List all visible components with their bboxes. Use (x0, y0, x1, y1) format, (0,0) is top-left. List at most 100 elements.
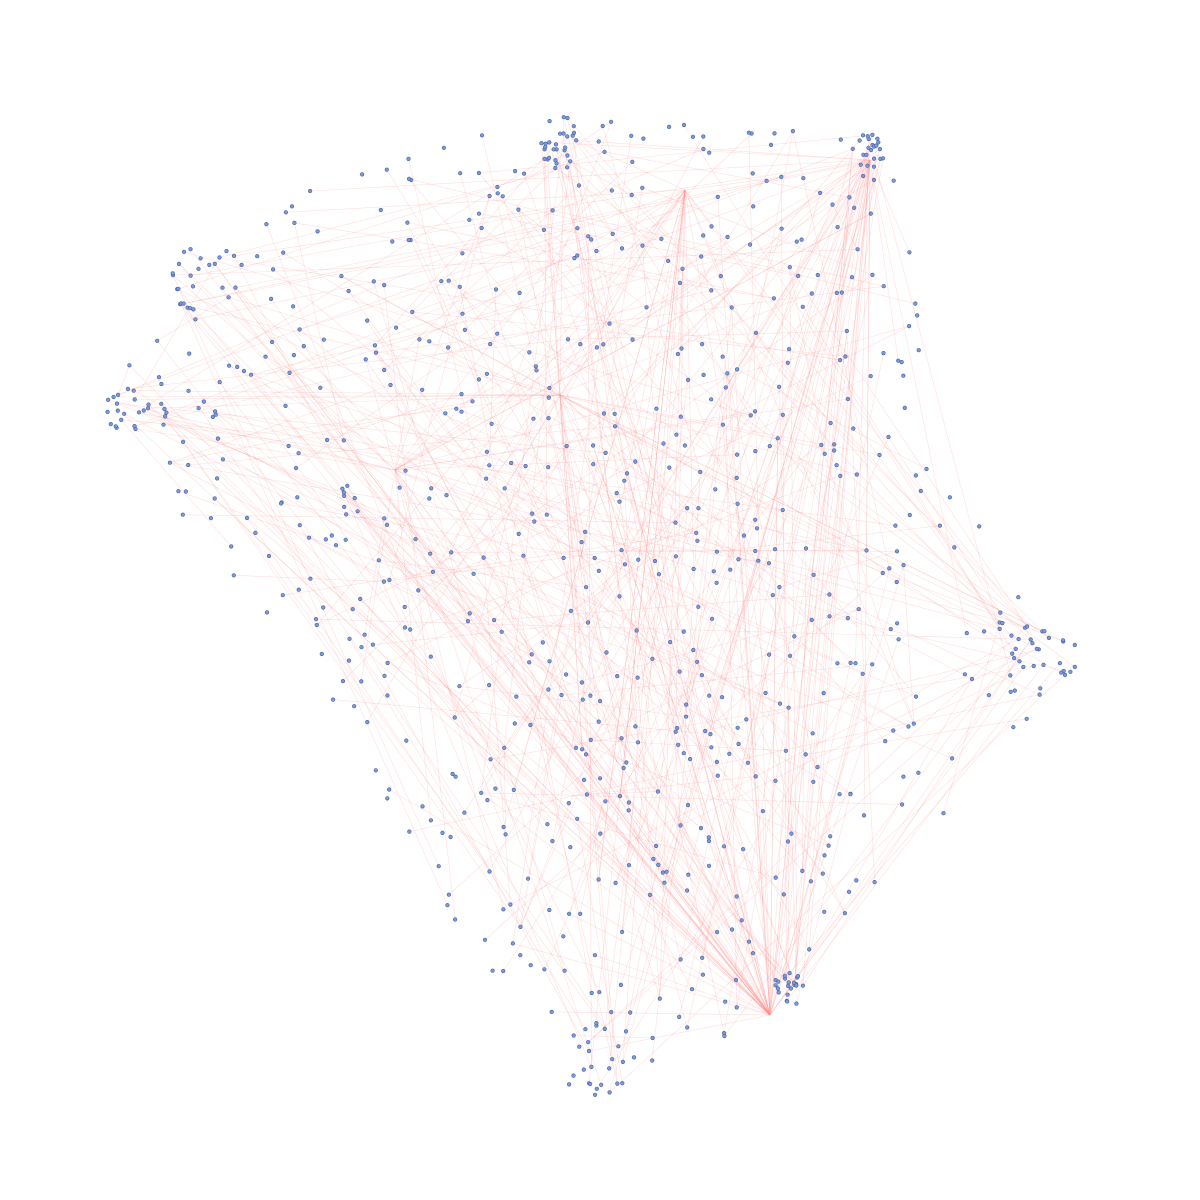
node (170, 271, 175, 276)
edge (782, 414, 1031, 640)
node (592, 953, 598, 958)
edge (556, 149, 710, 838)
node (667, 465, 672, 470)
node (308, 576, 313, 581)
edge (342, 488, 624, 769)
edge (520, 694, 562, 927)
node (800, 304, 805, 309)
edge (361, 646, 771, 1016)
node (820, 871, 825, 876)
edge (195, 236, 589, 320)
node (355, 509, 360, 514)
node (545, 822, 550, 827)
node (561, 555, 566, 561)
edge (493, 159, 871, 621)
edge (802, 639, 1031, 986)
edge (590, 608, 859, 741)
node (684, 888, 690, 893)
edge (510, 462, 824, 874)
node (901, 562, 906, 568)
node (654, 406, 659, 411)
edge (172, 274, 396, 471)
node (406, 176, 412, 181)
node (542, 156, 547, 161)
node (756, 558, 761, 563)
edge (183, 227, 578, 304)
node (709, 224, 714, 229)
node (714, 549, 720, 554)
edge (446, 189, 686, 496)
node (785, 839, 791, 844)
node (373, 350, 379, 355)
edge (624, 564, 917, 697)
edge (510, 638, 1019, 905)
node (482, 937, 488, 942)
node (350, 607, 355, 612)
edge (769, 465, 837, 1016)
node (427, 339, 432, 344)
node (180, 512, 185, 517)
node (828, 420, 833, 426)
node (212, 261, 217, 267)
edge (459, 286, 592, 994)
node (785, 360, 790, 365)
edge (598, 189, 686, 880)
edge (846, 330, 875, 883)
edge (407, 222, 774, 299)
edge (576, 818, 623, 1084)
node (542, 967, 547, 972)
edge (564, 150, 771, 1016)
node (760, 809, 766, 814)
edge (394, 398, 848, 471)
node (484, 371, 490, 376)
node-layer (105, 115, 1077, 1097)
edge (669, 467, 851, 664)
edge (327, 393, 462, 441)
edge (586, 791, 658, 795)
edge (775, 475, 841, 986)
node (283, 210, 289, 215)
node (445, 903, 450, 908)
node (699, 254, 704, 259)
edge (484, 810, 629, 941)
node (615, 673, 620, 679)
node (307, 535, 312, 540)
node (530, 511, 535, 516)
edge (829, 353, 884, 617)
edge (448, 738, 622, 895)
node (296, 451, 301, 456)
edge (888, 436, 1001, 613)
edge (789, 267, 825, 454)
node (596, 719, 601, 724)
node (899, 802, 905, 807)
node (629, 192, 634, 198)
node (213, 412, 218, 417)
edge (299, 525, 590, 1052)
node (677, 669, 682, 674)
node (787, 265, 792, 270)
edge-layer (107, 117, 1075, 1093)
edge (348, 290, 607, 653)
node (572, 256, 577, 261)
node (476, 211, 482, 216)
node (458, 171, 463, 176)
node (352, 704, 357, 709)
edge (412, 311, 846, 357)
node (851, 205, 857, 210)
node (402, 625, 408, 630)
edge (736, 192, 821, 478)
node (528, 722, 533, 728)
node (735, 501, 740, 506)
edge (559, 394, 857, 475)
node (546, 465, 551, 470)
node (858, 162, 863, 167)
node (420, 387, 425, 392)
node (581, 777, 587, 783)
node (592, 555, 597, 561)
node (597, 990, 602, 995)
edge (569, 161, 620, 597)
node (601, 411, 607, 416)
node (105, 397, 111, 402)
node (617, 793, 623, 799)
edge (361, 469, 396, 682)
